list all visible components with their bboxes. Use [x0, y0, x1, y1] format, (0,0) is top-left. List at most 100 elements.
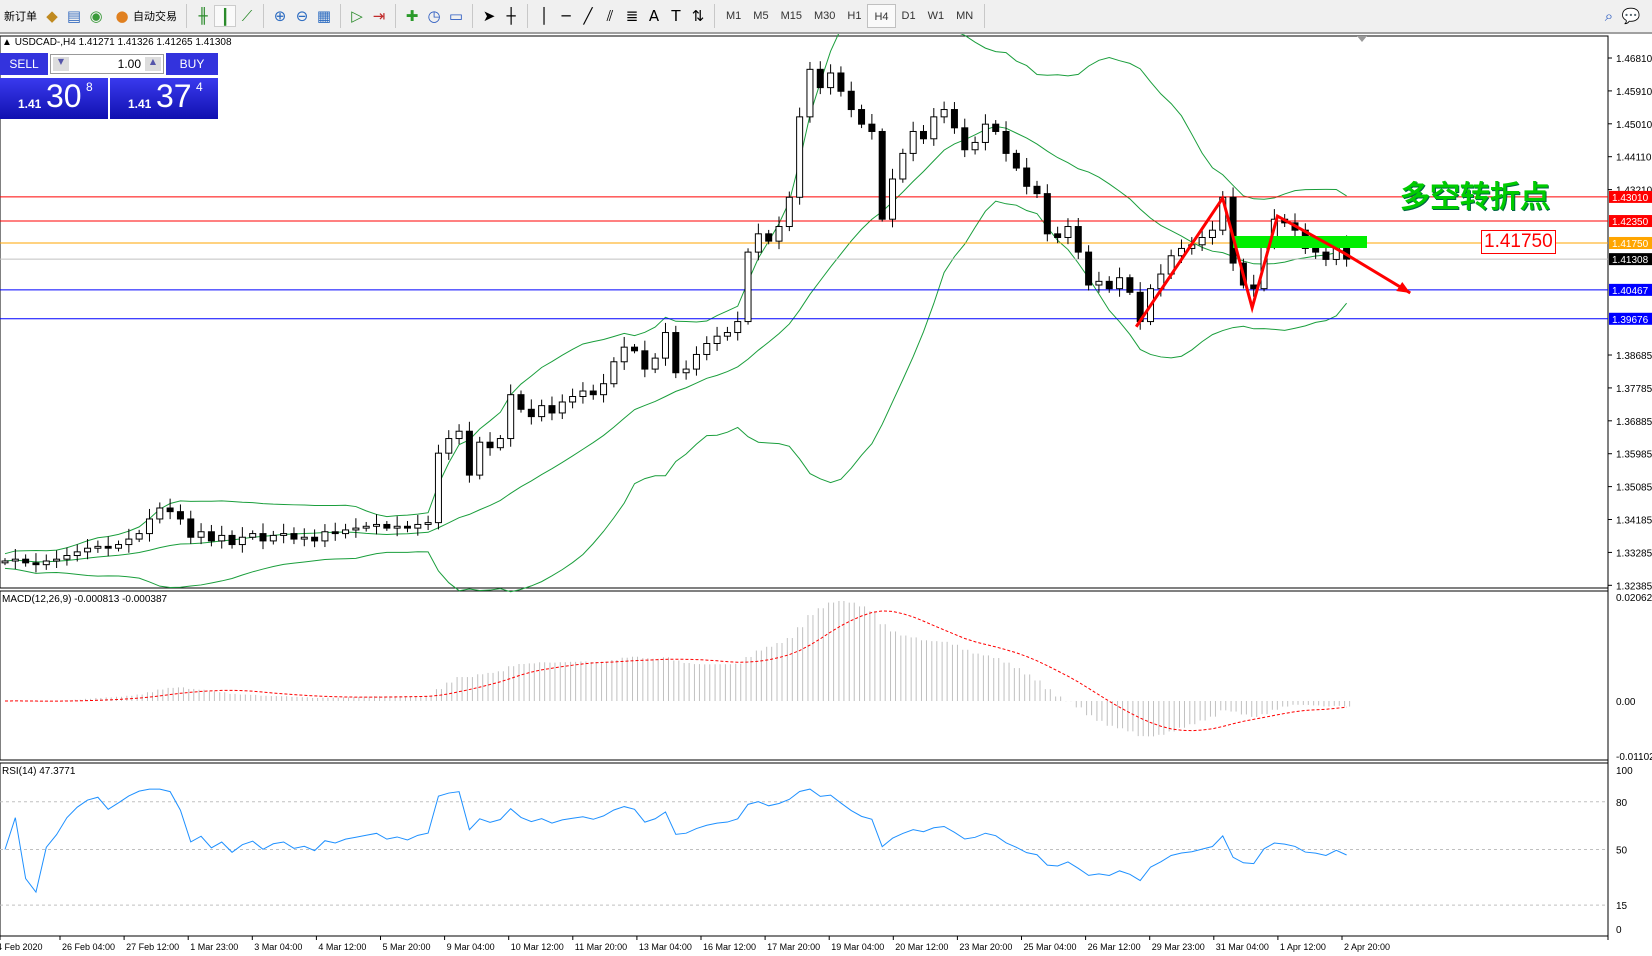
equidistant-channel-icon[interactable]: ⫽ [606, 7, 614, 25]
new-order-button[interactable]: 新订单 [4, 10, 37, 23]
indicators-icon[interactable]: ✚ [405, 7, 419, 25]
bull-candle [620, 346, 628, 363]
timeframe-w1[interactable]: W1 [927, 10, 945, 22]
cursor-icon[interactable]: ➤ [482, 7, 496, 25]
vertical-line-icon[interactable]: │ [539, 7, 549, 25]
bear-candle [1126, 277, 1134, 293]
macd-label: MACD(12,26,9) -0.000813 -0.000387 [2, 594, 168, 605]
separator [340, 4, 341, 28]
bear-candle [765, 233, 773, 242]
chat-icon[interactable]: 💬 [1621, 7, 1641, 25]
decrease-lot-button[interactable]: ▼ [53, 57, 69, 71]
timeframe-m1[interactable]: M1 [726, 10, 742, 22]
bull-candle [1177, 247, 1185, 257]
timeframe-h4[interactable]: H4 [867, 4, 896, 28]
auto-scroll-icon[interactable]: ▷ [351, 7, 363, 25]
bear-candle [1054, 233, 1062, 238]
text-icon[interactable]: A [648, 7, 660, 25]
sell-price[interactable]: 1.41 30 8 [0, 78, 108, 119]
time-axis-label: 9 Mar 04:00 [447, 942, 495, 952]
chart-window[interactable]: 1.468101.459101.450101.441101.432101.386… [0, 34, 1652, 956]
bull-candle [269, 534, 277, 542]
buy-price[interactable]: 1.41 37 4 [110, 78, 218, 119]
timeframe-d1[interactable]: D1 [901, 10, 916, 22]
time-axis-label: 1 Mar 23:00 [190, 942, 238, 952]
price-axis-label: 1.32385 [1616, 581, 1652, 592]
line-chart-icon[interactable]: ⟋ [241, 7, 253, 25]
bull-candle [145, 518, 153, 535]
price-axis-label: 1.38685 [1616, 351, 1652, 362]
one-click-trading-panel: SELL ▼ 1.00 ▲ BUY 1.41 30 8 1.41 37 4 [0, 53, 218, 119]
time-axis-label: 26 Mar 12:00 [1088, 942, 1141, 952]
bull-candle [723, 332, 731, 337]
timeframe-h1[interactable]: H1 [847, 10, 862, 22]
time-axis-label: 1 Apr 12:00 [1280, 942, 1326, 952]
bear-candle [1023, 167, 1031, 187]
navigator-icon[interactable]: ▤ [66, 7, 82, 25]
text-label-icon[interactable]: T [671, 7, 681, 25]
bollinger-upper [4, 34, 1347, 555]
bar-chart-icon[interactable]: ╫ [198, 7, 208, 25]
periods-icon[interactable]: ◷ [427, 7, 441, 25]
chart-canvas[interactable]: 1.468101.459101.450101.441101.432101.386… [0, 34, 1652, 956]
bull-candle [63, 555, 71, 560]
timeframe-m5[interactable]: M5 [753, 10, 769, 22]
time-axis-label: 23 Mar 20:00 [959, 942, 1012, 952]
bear-candle [878, 130, 886, 220]
crosshair-icon[interactable]: ┼ [506, 7, 516, 25]
price-tag [1609, 190, 1652, 203]
lot-stepper[interactable]: ▼ 1.00 ▲ [50, 54, 164, 74]
price-tag [1609, 253, 1652, 266]
price-axis-label: 1.45010 [1616, 120, 1652, 131]
time-axis-label: 26 Feb 04:00 [62, 942, 115, 952]
chart-shift-icon[interactable]: ⇥ [372, 7, 386, 25]
auto-trading-button[interactable]: ● 自动交易 [107, 3, 181, 29]
price-tag [1609, 312, 1652, 325]
search-icon[interactable]: ⌕ [1604, 7, 1614, 25]
fibonacci-icon[interactable]: ≣ [625, 7, 639, 25]
timeframe-mn[interactable]: MN [956, 10, 974, 22]
time-axis-label: 19 Mar 04:00 [831, 942, 884, 952]
timeframe-m30[interactable]: M30 [813, 10, 836, 22]
price-axis-label: 1.33285 [1616, 548, 1652, 559]
zoom-out-icon[interactable]: ⊖ [295, 7, 309, 25]
bear-candle [1074, 226, 1082, 253]
tile-windows-icon[interactable]: ▦ [316, 7, 332, 25]
bear-candle [403, 525, 411, 529]
bear-candle [847, 90, 855, 111]
bear-candle [228, 534, 236, 546]
arrows-icon[interactable]: ⇅ [691, 7, 705, 25]
bear-candle [187, 518, 195, 538]
candlestick-icon[interactable]: ┃ [214, 5, 236, 27]
zoom-in-icon[interactable]: ⊕ [273, 7, 287, 25]
macd-panel-frame [0, 590, 1609, 761]
price-tag [1609, 236, 1652, 249]
bull-candle [125, 538, 133, 546]
signals-icon[interactable]: ◉ [89, 7, 103, 25]
trendline-icon[interactable]: ╱ [583, 7, 593, 25]
time-axis-label: 5 Mar 20:00 [383, 942, 431, 952]
bear-candle [919, 130, 927, 140]
bull-candle [238, 536, 246, 546]
sell-button[interactable]: SELL [0, 53, 48, 75]
bear-candle [672, 332, 680, 374]
bull-candle [538, 405, 546, 418]
bear-candle [858, 109, 866, 125]
rsi-axis-label: 15 [1616, 901, 1628, 912]
bull-candle [197, 531, 205, 538]
lot-input[interactable]: 1.00 [117, 57, 141, 71]
horizontal-line-icon[interactable]: ─ [561, 7, 571, 25]
bear-candle [527, 408, 535, 418]
bull-candle [682, 368, 690, 374]
bear-candle [517, 394, 525, 410]
annotation-text: 多空转折点 [1400, 180, 1550, 215]
templates-icon[interactable]: ▭ [448, 7, 464, 25]
bull-candle [424, 522, 432, 525]
timeframe-m15[interactable]: M15 [780, 10, 802, 22]
buy-button[interactable]: BUY [166, 53, 218, 75]
market-watch-icon[interactable]: ◆ [46, 7, 58, 25]
increase-lot-button[interactable]: ▲ [145, 57, 161, 71]
bull-candle [455, 430, 463, 440]
bear-candle [1043, 193, 1051, 235]
buy-price-big: 37 [156, 78, 192, 114]
